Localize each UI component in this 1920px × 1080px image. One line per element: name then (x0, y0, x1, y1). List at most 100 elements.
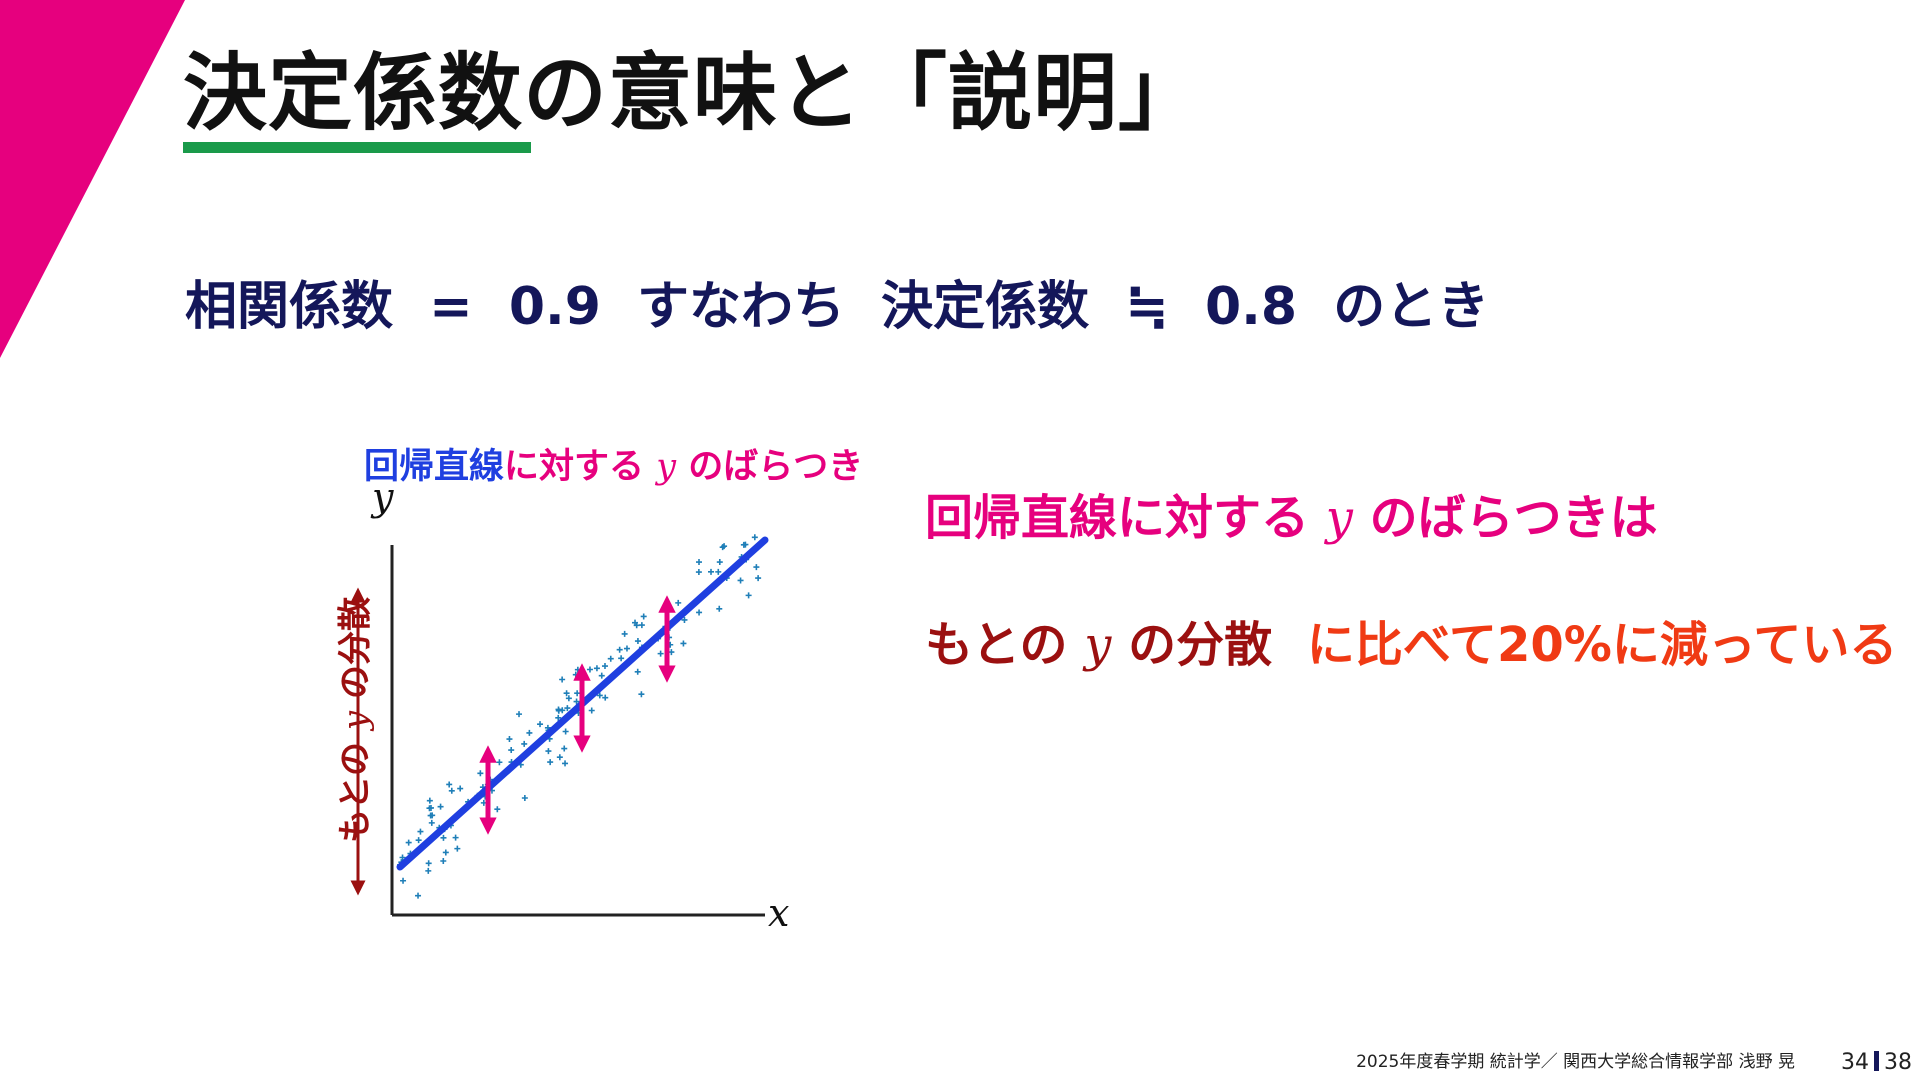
scatter-point (448, 787, 455, 794)
page-indicator: 34 38 (1841, 1050, 1912, 1075)
scatter-point (562, 760, 569, 767)
determination-value: 0.8 (1204, 277, 1298, 337)
scatter-point (457, 785, 464, 792)
main-statement: 相関係数 = 0.9 すなわち 決定係数 ≒ 0.8 のとき (185, 264, 1507, 339)
scatter-point (586, 666, 593, 673)
equals-sign: = (429, 277, 473, 337)
determination-label: 決定係数 (881, 277, 1090, 337)
scatter-point (506, 736, 513, 743)
scatter-point (429, 812, 436, 819)
scatter-point (680, 640, 687, 647)
scatter-point (623, 645, 630, 652)
scatter-point (737, 577, 744, 584)
scatter-point (602, 694, 609, 701)
scatter-point (437, 803, 444, 810)
x-axis-label: x (768, 891, 789, 935)
scatter-point (537, 721, 544, 728)
scatter-point (695, 569, 702, 576)
scatter-point (415, 892, 422, 899)
footer-text: 2025年度春学期 統計学／ 関西大学総合情報学部 浅野 晃 (1356, 1052, 1795, 1072)
scatter-point (745, 592, 752, 599)
scatter-point (452, 834, 459, 841)
vertical-label-post: の分散 (335, 597, 376, 700)
scatter-point (715, 568, 722, 575)
scatter-point (477, 770, 484, 777)
scatter-point (638, 691, 645, 698)
scatter-plot: y x (350, 475, 789, 935)
scatter-point (417, 828, 424, 835)
scatter-point (400, 877, 407, 884)
scatter-point (442, 849, 449, 856)
caption-regression-line: 回帰直線 (364, 447, 505, 487)
scatter-point (716, 559, 723, 566)
scatter-point (562, 728, 569, 735)
scatter-point (616, 646, 623, 653)
scatter-point (574, 690, 581, 697)
scatter-point (561, 745, 568, 752)
connector-word: すなわち (637, 277, 846, 337)
scatter-point (634, 638, 641, 645)
page-separator (1874, 1051, 1879, 1071)
caption-tail: のばらつき (688, 447, 864, 487)
scatter-point (547, 759, 554, 766)
page-number: 34 (1841, 1050, 1869, 1075)
conclusion-line1-variable: y (1325, 490, 1353, 546)
scatter-point (555, 714, 562, 721)
y-axis-label: y (370, 475, 394, 519)
scatter-point (521, 740, 528, 747)
plot-caption: 回帰直線に対する y のばらつき (364, 438, 863, 489)
scatter-point (634, 668, 641, 675)
scatter-point (638, 622, 645, 629)
scatter-point (516, 711, 523, 718)
scatter-point (526, 729, 533, 736)
caption-relative: に対する (504, 447, 645, 487)
title-underline (183, 142, 531, 153)
scatter-point (681, 616, 688, 623)
correlation-value: 0.9 (508, 277, 601, 337)
scatter-point (588, 707, 595, 714)
conclusion-line2-pre: もとの (925, 617, 1068, 673)
scatter-point (446, 781, 453, 788)
scatter-point (405, 839, 412, 846)
vertical-label-variable: y (335, 710, 376, 731)
conclusion-line2-variable: y (1084, 617, 1112, 673)
scatter-point (440, 857, 447, 864)
scatter-point (751, 534, 758, 541)
scatter-point (555, 706, 562, 713)
conclusion-line-2: もとの y の分散 に比べて20%に減っている (925, 605, 1897, 675)
scatter-point (607, 655, 614, 662)
conclusion-line2-post: に比べて20%に減っている (1306, 617, 1898, 673)
conclusion-line2-mid: の分散 (1128, 617, 1273, 673)
conclusion-line-1: 回帰直線に対する y のばらつきは (925, 478, 1658, 548)
scatter-point (454, 845, 461, 852)
scatter-point (428, 819, 435, 826)
scatter-point (657, 650, 664, 657)
scatter-point (708, 568, 715, 575)
scatter-point (559, 676, 566, 683)
scatter-point (428, 804, 435, 811)
scatter-point (496, 759, 503, 766)
statement-tail: のとき (1333, 277, 1490, 337)
scatter-point (593, 665, 600, 672)
scatter-point (563, 690, 570, 697)
scatter-point (556, 754, 563, 761)
scatter-point (721, 543, 728, 550)
scatter-point (716, 605, 723, 612)
scatter-point (425, 867, 432, 874)
scatter-point (695, 559, 702, 566)
scatter-point (565, 695, 572, 702)
scatter-point (618, 655, 625, 662)
scatter-point (601, 663, 608, 670)
vertical-variance-label: もとの y の分散 (328, 597, 377, 843)
scatter-point (521, 794, 528, 801)
scatter-point (494, 806, 501, 813)
scatter-point (508, 747, 515, 754)
slide-title: 決定係数の意味と「説明」 (183, 44, 1204, 142)
scatter-point (621, 630, 628, 637)
corner-decoration (0, 0, 185, 358)
conclusion-line1-post: のばらつきは (1369, 490, 1658, 546)
scatter-point (564, 705, 571, 712)
scatter-point (545, 748, 552, 755)
scatter-point (415, 837, 422, 844)
vertical-label-pre: もとの (335, 741, 376, 843)
